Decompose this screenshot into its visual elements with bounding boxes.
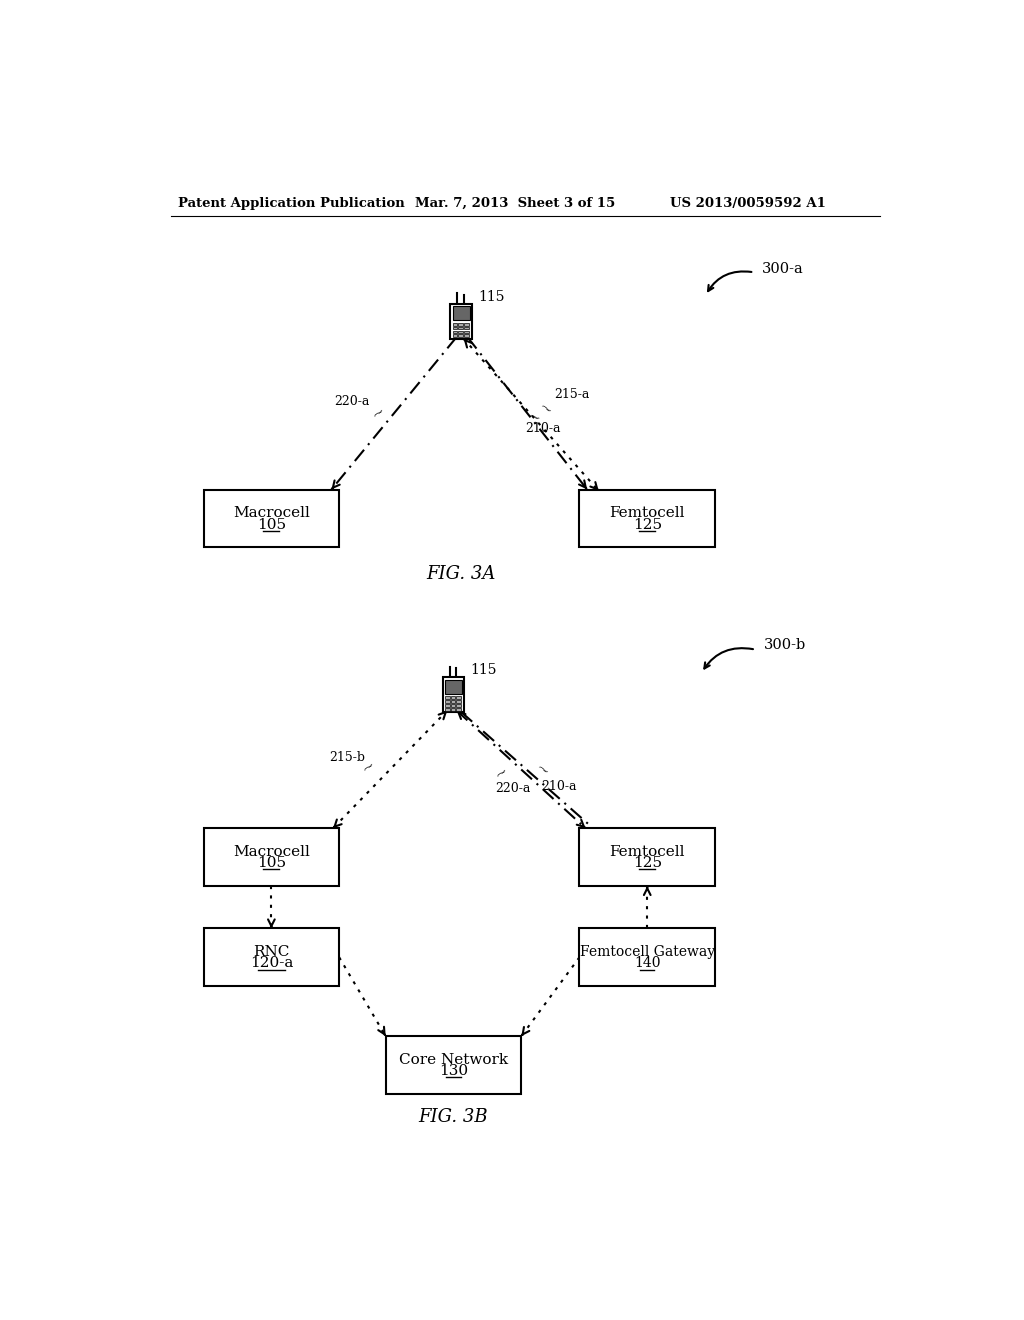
Text: 115: 115 [471,664,497,677]
Bar [457,704,461,706]
Bar [445,680,462,693]
Text: 125: 125 [633,857,662,870]
Text: US 2013/0059592 A1: US 2013/0059592 A1 [671,197,826,210]
Text: ~: ~ [525,411,542,428]
Text: 140: 140 [634,957,660,970]
Bar [453,306,470,321]
Bar [459,327,463,330]
Bar [459,330,463,334]
Bar [453,330,458,334]
Text: Femtocell: Femtocell [609,845,685,859]
Text: FIG. 3A: FIG. 3A [427,565,496,583]
Text: ~: ~ [532,762,551,780]
Text: Macrocell: Macrocell [232,506,310,520]
Bar [464,334,469,337]
Bar [580,490,715,548]
Text: Femtocell: Femtocell [609,506,685,520]
Bar [204,829,339,886]
Bar [580,829,715,886]
Bar [453,323,458,326]
Text: 220-a: 220-a [334,395,369,408]
Text: ~: ~ [536,400,554,418]
Bar [464,323,469,326]
Text: 300-b: 300-b [764,638,806,652]
Text: 105: 105 [257,857,286,870]
Bar [457,697,461,700]
Text: Macrocell: Macrocell [232,845,310,859]
Bar [445,697,450,700]
Text: Patent Application Publication: Patent Application Publication [178,197,406,210]
Text: 130: 130 [439,1064,468,1078]
Text: ~: ~ [370,404,388,422]
Text: 220-a: 220-a [496,783,531,795]
Bar [457,700,461,704]
Bar [464,330,469,334]
Text: 120-a: 120-a [250,957,293,970]
Text: 300-a: 300-a [762,261,804,276]
Bar [580,928,715,986]
Text: RNC: RNC [253,945,290,958]
Bar [386,1036,521,1094]
Text: ~: ~ [493,764,511,783]
Bar [445,708,450,710]
Bar [453,327,458,330]
Bar [459,334,463,337]
Bar [451,708,456,710]
Text: 125: 125 [633,517,662,532]
Bar [204,490,339,548]
Text: Femtocell Gateway: Femtocell Gateway [580,945,715,958]
Text: 105: 105 [257,517,286,532]
Bar [204,928,339,986]
Text: 210-a: 210-a [525,422,560,436]
Text: 215-b: 215-b [330,751,366,764]
Bar [451,700,456,704]
Bar [457,708,461,710]
Bar [442,677,464,711]
Text: 210-a: 210-a [542,780,577,793]
Bar [453,334,458,337]
Bar [459,323,463,326]
Text: Core Network: Core Network [399,1052,508,1067]
Bar [464,327,469,330]
Text: 115: 115 [478,290,505,304]
Text: 215-a: 215-a [555,388,590,400]
Bar [445,700,450,704]
Text: FIG. 3B: FIG. 3B [419,1107,488,1126]
Text: ~: ~ [359,758,378,776]
Bar [451,697,456,700]
Text: Mar. 7, 2013  Sheet 3 of 15: Mar. 7, 2013 Sheet 3 of 15 [415,197,615,210]
Bar [451,304,472,339]
Bar [445,704,450,706]
Bar [451,704,456,706]
